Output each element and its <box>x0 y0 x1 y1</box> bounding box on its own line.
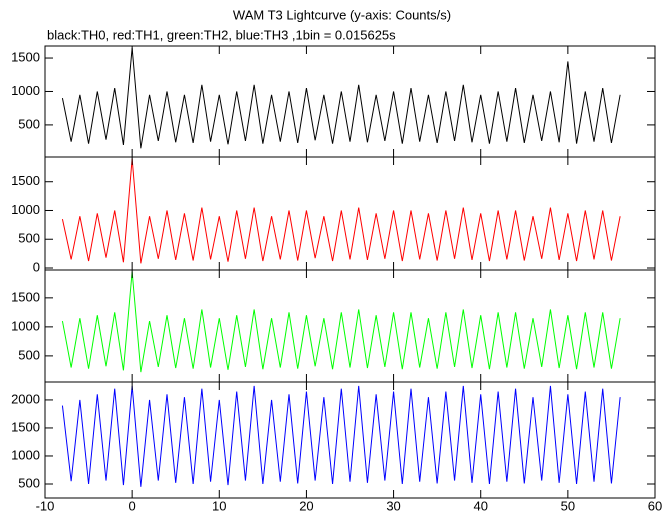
y-tick-label: 1000 <box>11 447 40 462</box>
x-tick-label: 50 <box>561 498 575 513</box>
y-tick-label: 1500 <box>11 289 40 304</box>
chart-title: WAM T3 Lightcurve (y-axis: Counts/s) <box>233 7 451 22</box>
x-tick-label: 40 <box>473 498 487 513</box>
x-tick-label: 20 <box>299 498 313 513</box>
y-tick-label: 500 <box>18 475 40 490</box>
x-tick-label: 0 <box>129 498 136 513</box>
x-tick-label: 30 <box>386 498 400 513</box>
x-tick-label: 60 <box>648 498 662 513</box>
y-tick-label: 1000 <box>11 202 40 217</box>
y-tick-label: 1500 <box>11 419 40 434</box>
y-tick-label: 0 <box>33 259 40 274</box>
y-tick-label: 1000 <box>11 318 40 333</box>
chart-subtitle: black:TH0, red:TH1, green:TH2, blue:TH3 … <box>47 27 396 42</box>
y-tick-label: 1500 <box>11 173 40 188</box>
lightcurve <box>61 158 621 264</box>
y-tick-label: 1500 <box>11 49 40 64</box>
y-tick-label: 2000 <box>11 391 40 406</box>
lightcurve <box>61 47 621 149</box>
y-tick-label: 500 <box>18 347 40 362</box>
y-tick-label: 500 <box>18 231 40 246</box>
x-tick-label: -10 <box>36 498 55 513</box>
x-tick-label: 10 <box>212 498 226 513</box>
y-tick-label: 1000 <box>11 83 40 98</box>
panel-frame <box>44 381 656 499</box>
lightcurve <box>61 385 621 487</box>
y-tick-label: 500 <box>18 116 40 131</box>
lightcurve <box>61 271 621 373</box>
